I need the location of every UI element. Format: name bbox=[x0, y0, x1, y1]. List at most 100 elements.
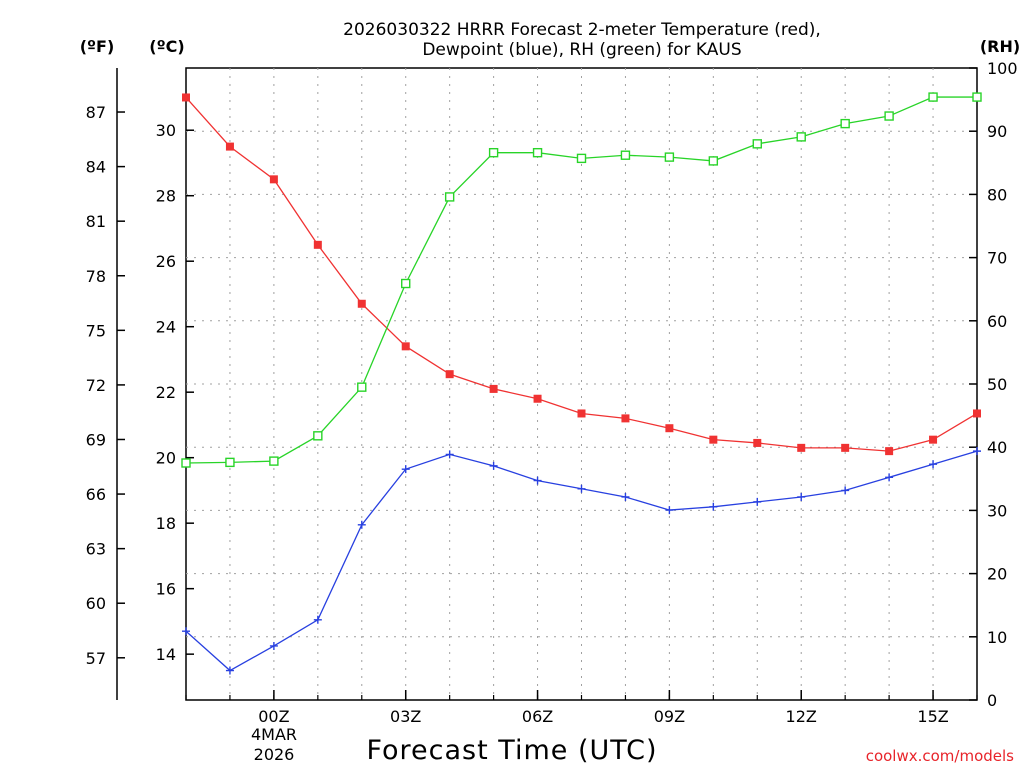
temperature-point bbox=[973, 409, 981, 418]
series-relative-humidity bbox=[0, 92, 982, 468]
x-tick-label: 09Z bbox=[654, 707, 685, 726]
x-tick-label: 15Z bbox=[917, 707, 948, 726]
dewpoint-point bbox=[269, 641, 278, 650]
dewpoint-point bbox=[841, 486, 850, 495]
chart-title-line-2: Dewpoint (blue), RH (green) for KAUS bbox=[422, 40, 741, 60]
dewpoint-point bbox=[665, 506, 674, 515]
chart-title-line-1: 2026030322 HRRR Forecast 2-meter Tempera… bbox=[343, 20, 821, 40]
celsius-tick-label: 30 bbox=[156, 121, 176, 140]
fahrenheit-tick-label: 72 bbox=[86, 376, 106, 395]
rh-point bbox=[0, 109, 8, 117]
rh-point bbox=[664, 152, 675, 162]
dewpoint-point bbox=[621, 492, 630, 501]
temperature-point bbox=[357, 299, 366, 308]
fahrenheit-tick-label: 60 bbox=[86, 594, 106, 613]
rh-point bbox=[401, 278, 411, 289]
dewpoint-point bbox=[973, 447, 981, 456]
rh-point bbox=[884, 111, 894, 121]
temperature-point bbox=[489, 384, 498, 393]
rh-tick-label: 0 bbox=[987, 691, 997, 710]
dewpoint-point bbox=[357, 520, 366, 529]
dewpoint-point bbox=[225, 666, 234, 675]
celsius-tick-label: 18 bbox=[156, 514, 176, 533]
temperature-point bbox=[533, 394, 542, 403]
rh-tick-label: 30 bbox=[987, 501, 1007, 520]
temperature-point bbox=[401, 342, 410, 351]
temperature-point bbox=[313, 240, 322, 249]
rh-tick-label: 10 bbox=[987, 628, 1007, 647]
fahrenheit-tick-label: 84 bbox=[86, 158, 106, 177]
rh-tick-label: 70 bbox=[987, 249, 1007, 268]
x-tick-label: 03Z bbox=[390, 707, 421, 726]
rh-unit-label: (RH) bbox=[980, 37, 1020, 56]
dewpoint-point bbox=[182, 627, 190, 636]
data-series bbox=[0, 92, 982, 675]
rh-point bbox=[576, 153, 587, 164]
rh-point bbox=[488, 147, 499, 158]
temperature-point bbox=[709, 435, 718, 444]
rh-tick-label: 40 bbox=[987, 438, 1007, 457]
rh-point bbox=[444, 192, 455, 202]
x-tick-label: 12Z bbox=[786, 707, 817, 726]
rh-point bbox=[269, 456, 279, 466]
rh-tick-label: 80 bbox=[987, 185, 1007, 204]
rh-point bbox=[620, 150, 631, 160]
celsius-tick-label: 14 bbox=[156, 645, 176, 664]
celsius-tick-label: 20 bbox=[156, 449, 176, 468]
temperature-point bbox=[753, 438, 762, 447]
dewpoint-point bbox=[313, 615, 322, 624]
axis-ticks: 14 16 18 20 22 24 26 28 30 57 60 63 66 69 72 75 78 81 84 87… bbox=[86, 59, 1018, 726]
dewpoint-point bbox=[533, 476, 542, 485]
rh-tick-label: 100 bbox=[987, 59, 1018, 78]
fahrenheit-tick-label: 66 bbox=[86, 485, 106, 504]
fahrenheit-tick-label: 63 bbox=[86, 540, 106, 559]
temperature-point bbox=[269, 175, 278, 184]
temperature-point bbox=[841, 443, 850, 452]
rh-point bbox=[225, 457, 235, 468]
rh-point bbox=[357, 382, 367, 392]
dewpoint-point bbox=[709, 502, 718, 511]
fahrenheit-tick-label: 87 bbox=[86, 103, 106, 122]
fahrenheit-tick-label: 81 bbox=[86, 212, 106, 231]
rh-tick-label: 90 bbox=[987, 122, 1007, 141]
series-2-meter-temperature bbox=[182, 93, 981, 456]
rh-point bbox=[313, 431, 323, 441]
temperature-point bbox=[445, 370, 454, 379]
dewpoint-point bbox=[885, 473, 894, 482]
celsius-tick-label: 24 bbox=[156, 318, 176, 337]
dewpoint-point bbox=[445, 450, 454, 459]
rh-point bbox=[181, 458, 191, 468]
rh-tick-label: 20 bbox=[987, 565, 1007, 584]
rh-tick-label: 60 bbox=[987, 312, 1007, 331]
rh-point bbox=[972, 92, 982, 102]
x-tick-label: 00Z bbox=[258, 707, 289, 726]
rh-tick-label: 50 bbox=[987, 375, 1007, 394]
temperature-point bbox=[929, 435, 938, 444]
gridlines bbox=[186, 68, 977, 700]
dewpoint-point bbox=[753, 497, 762, 506]
series-dewpoint bbox=[182, 447, 981, 675]
fahrenheit-tick-label: 69 bbox=[86, 430, 106, 449]
temperature-point bbox=[182, 93, 190, 102]
dewpoint-point bbox=[401, 465, 410, 474]
celsius-tick-label: 22 bbox=[156, 383, 176, 402]
rh-point bbox=[752, 139, 762, 149]
fahrenheit-tick-label: 75 bbox=[86, 321, 106, 340]
celsius-tick-label: 28 bbox=[156, 187, 176, 206]
celsius-unit-label: (ºC) bbox=[149, 37, 184, 56]
temperature-point bbox=[621, 414, 630, 423]
temperature-point bbox=[797, 443, 806, 452]
rh-point bbox=[796, 132, 806, 142]
temperature-point bbox=[885, 447, 894, 456]
date-label-year: 2026 bbox=[254, 745, 295, 764]
series-line bbox=[185, 96, 977, 464]
dewpoint-point bbox=[489, 461, 498, 470]
dewpoint-point bbox=[797, 492, 806, 501]
dewpoint-point bbox=[929, 460, 938, 469]
fahrenheit-unit-label: (ºF) bbox=[80, 37, 115, 56]
temperature-point bbox=[665, 424, 674, 433]
rh-point bbox=[840, 118, 850, 129]
date-label-day: 4MAR bbox=[251, 725, 297, 744]
temperature-point bbox=[577, 409, 586, 418]
celsius-tick-label: 16 bbox=[156, 580, 176, 599]
